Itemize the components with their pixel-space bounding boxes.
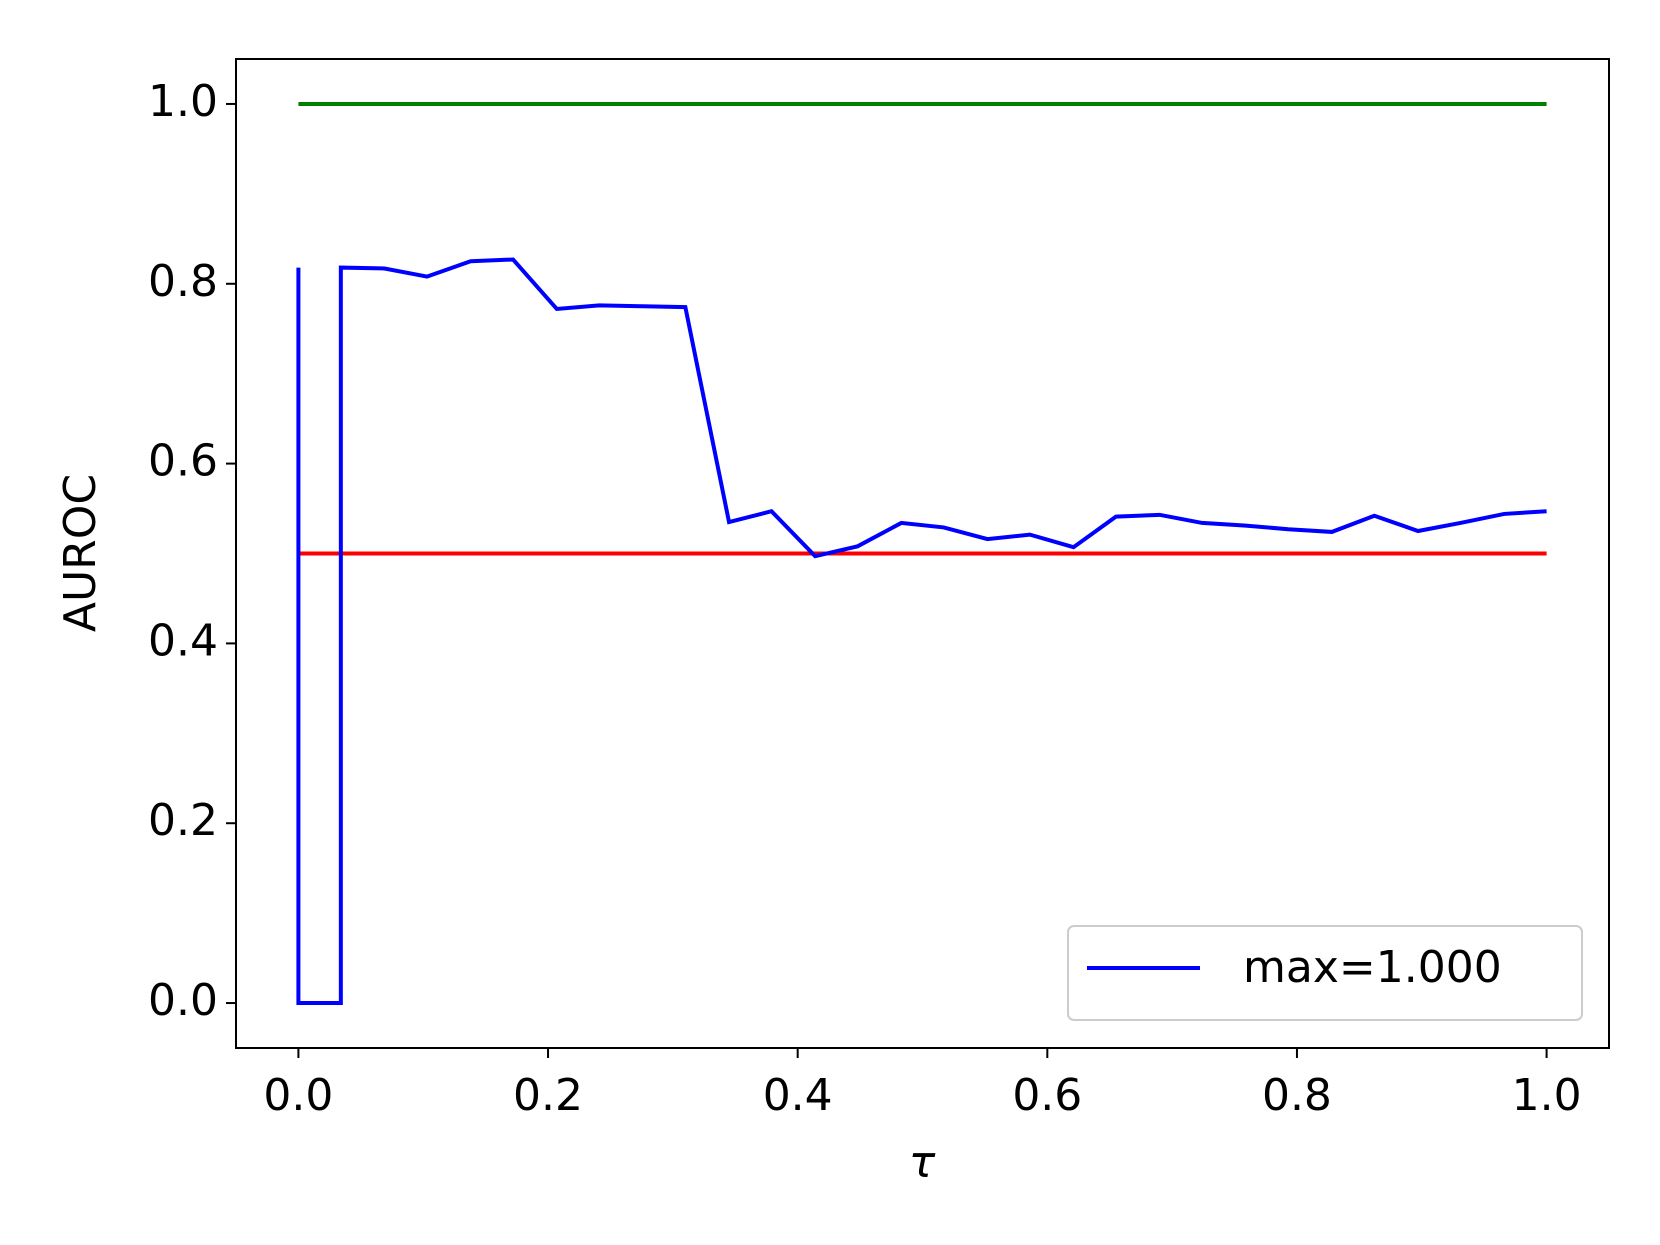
legend-box — [1067, 925, 1583, 1021]
y-tick-label: 0.8 — [148, 256, 218, 307]
legend-label: max=1.000 — [1243, 942, 1502, 993]
y-tick-label: 0.6 — [148, 436, 218, 487]
y-tick-label: 0.2 — [148, 795, 218, 846]
y-tick-label: 0.0 — [148, 975, 218, 1026]
x-tick-label: 0.6 — [1012, 1070, 1082, 1121]
y-tick-label: 0.4 — [148, 615, 218, 666]
x-tick-label: 0.0 — [263, 1070, 333, 1121]
x-tick-label: 0.2 — [513, 1070, 583, 1121]
x-tick-label: 0.8 — [1262, 1070, 1332, 1121]
y-axis-label: AUROC — [55, 474, 106, 632]
x-axis-label: τ — [909, 1137, 936, 1188]
y-tick-label: 1.0 — [148, 76, 218, 127]
series-line — [296, 257, 1547, 1006]
x-tick-label: 1.0 — [1512, 1070, 1582, 1121]
x-tick-label: 0.4 — [763, 1070, 833, 1121]
plot-frame — [235, 58, 1610, 1049]
